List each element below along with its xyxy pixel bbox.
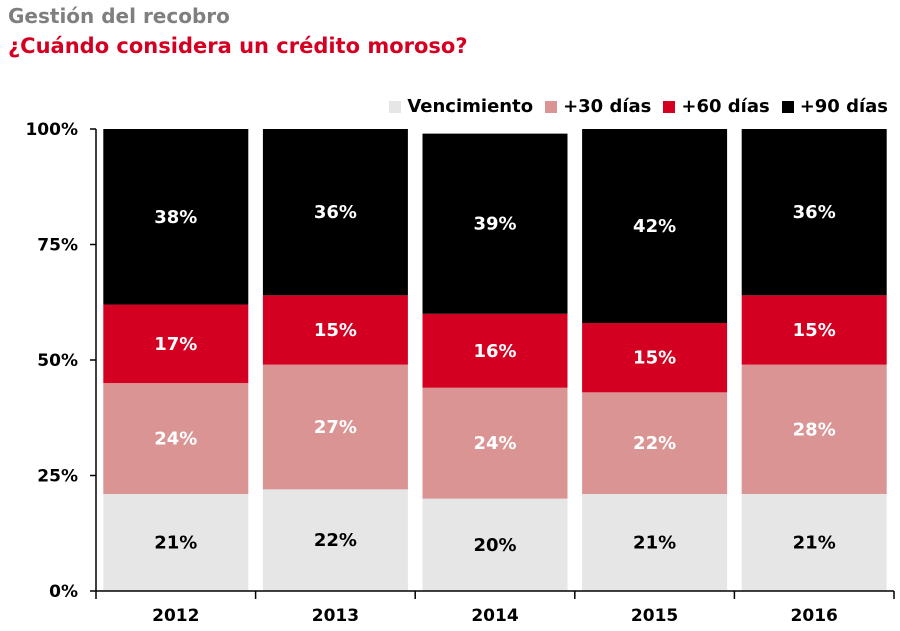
data-label: 42% bbox=[633, 216, 676, 237]
legend-item-60-dias: +60 días bbox=[663, 96, 770, 117]
x-tick-label: 2015 bbox=[631, 606, 678, 626]
data-label: 16% bbox=[473, 341, 516, 362]
data-label: 15% bbox=[793, 320, 836, 341]
y-tick-label: 25% bbox=[37, 467, 78, 487]
bar-segment-30-d-as-2013 bbox=[262, 364, 408, 490]
x-tick-label: 2013 bbox=[312, 606, 359, 626]
legend-label: +60 días bbox=[681, 96, 770, 117]
data-label: 21% bbox=[633, 532, 676, 553]
bar-segment-90-d-as-2016 bbox=[741, 129, 887, 296]
data-label: 24% bbox=[473, 433, 516, 454]
x-tick-label: 2012 bbox=[152, 606, 199, 626]
bar-segment-30-d-as-2014 bbox=[422, 387, 568, 499]
bar-segment-90-d-as-2013 bbox=[262, 129, 408, 296]
legend-swatch bbox=[663, 100, 676, 113]
bar-segment-vencimiento-2016 bbox=[741, 493, 887, 591]
axes-group: 2012 2013 2014 2015 2016 0% 25% 50% 75% 100% bbox=[25, 120, 895, 626]
bar-segment-60-d-as-2016 bbox=[741, 295, 887, 365]
data-label: 20% bbox=[473, 535, 516, 556]
data-label: 27% bbox=[314, 417, 357, 438]
legend-swatch bbox=[545, 100, 558, 113]
x-tick-label: 2014 bbox=[471, 606, 518, 626]
chart-title: Gestión del recobro bbox=[8, 4, 230, 28]
bar-segment-vencimiento-2013 bbox=[262, 489, 408, 591]
bar-segment-vencimiento-2012 bbox=[103, 493, 249, 591]
bar-segment-30-d-as-2012 bbox=[103, 383, 249, 494]
bar-segment-90-d-as-2014 bbox=[422, 133, 568, 314]
bar-segment-90-d-as-2015 bbox=[582, 129, 728, 324]
data-label: 28% bbox=[793, 419, 836, 440]
bar-segment-90-d-as-2012 bbox=[103, 129, 249, 305]
bars-group: 21% 24% 17% 38% 22% 27% 15% 36% 20% 24% 16% 39% 21% 2… bbox=[103, 129, 887, 591]
legend-item-90-dias: +90 días bbox=[781, 96, 888, 117]
bar-segment-60-d-as-2013 bbox=[262, 295, 408, 365]
data-label: 21% bbox=[154, 532, 197, 553]
bar-segment-60-d-as-2014 bbox=[422, 313, 568, 388]
data-label: 39% bbox=[473, 214, 516, 235]
data-label: 15% bbox=[314, 320, 357, 341]
data-label: 36% bbox=[314, 202, 357, 223]
legend-label: +30 días bbox=[563, 96, 652, 117]
legend-item-30-dias: +30 días bbox=[545, 96, 651, 117]
y-tick-label: 0% bbox=[49, 582, 78, 602]
data-label: 17% bbox=[154, 334, 197, 355]
legend-label: +90 días bbox=[799, 96, 888, 117]
y-tick-label: 50% bbox=[37, 351, 78, 371]
data-label: 22% bbox=[633, 433, 676, 454]
legend: Vencimiento +30 días +60 días +90 días bbox=[377, 96, 888, 117]
data-label: 36% bbox=[793, 202, 836, 223]
bar-segment-60-d-as-2015 bbox=[582, 323, 728, 393]
legend-swatch bbox=[781, 100, 794, 113]
y-tick-label: 100% bbox=[25, 120, 78, 140]
legend-item-vencimiento: Vencimiento bbox=[389, 96, 533, 117]
bar-segment-30-d-as-2016 bbox=[741, 364, 887, 494]
bar-segment-vencimiento-2014 bbox=[422, 498, 568, 591]
bar-segment-vencimiento-2015 bbox=[582, 493, 728, 591]
data-label: 21% bbox=[793, 532, 836, 553]
data-label: 38% bbox=[154, 207, 197, 228]
data-label: 24% bbox=[154, 429, 197, 450]
bar-segment-30-d-as-2015 bbox=[582, 392, 728, 494]
legend-swatch bbox=[389, 100, 402, 113]
data-label: 15% bbox=[633, 348, 676, 369]
x-tick-label: 2016 bbox=[791, 606, 838, 626]
y-tick-label: 75% bbox=[37, 236, 78, 256]
legend-label: Vencimiento bbox=[407, 96, 534, 117]
data-label: 22% bbox=[314, 530, 357, 551]
bar-segment-60-d-as-2012 bbox=[103, 304, 249, 384]
chart-subtitle: ¿Cuándo considera un crédito moroso? bbox=[8, 34, 468, 58]
